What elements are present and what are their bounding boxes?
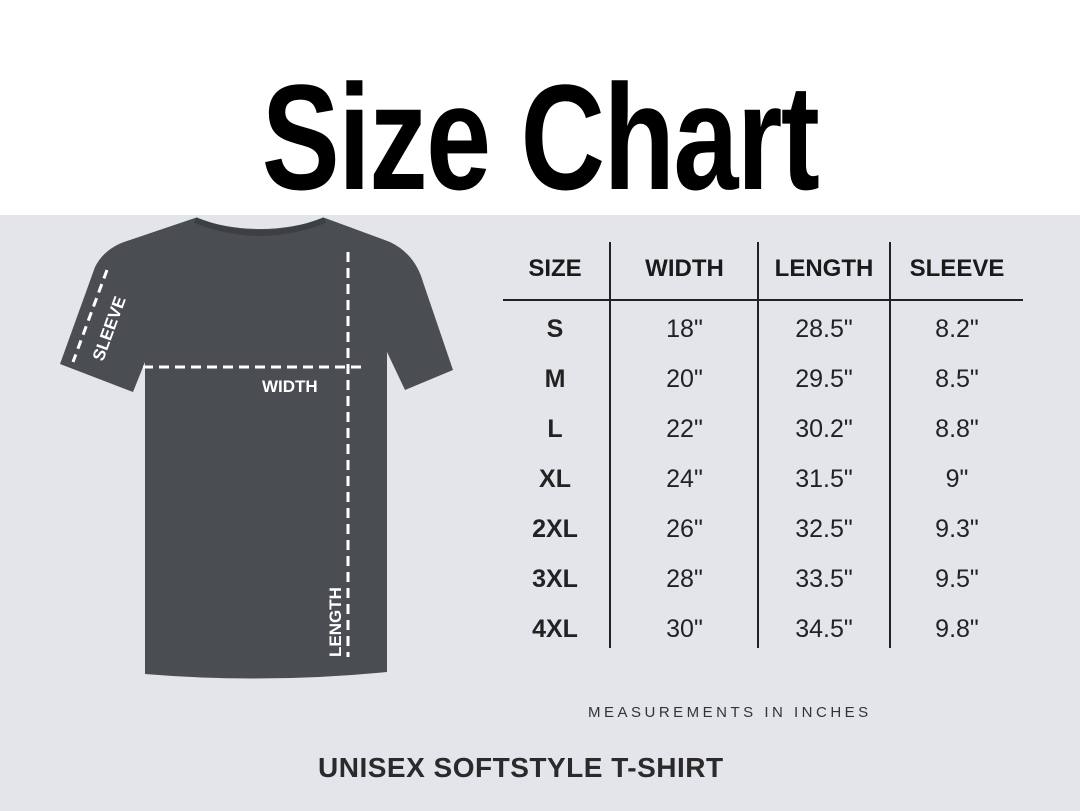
- column-header: SIZE: [528, 255, 582, 282]
- size-cell: 4XL: [532, 615, 578, 643]
- size-cell: M: [544, 365, 566, 393]
- header-divider: [503, 299, 1023, 301]
- measurement-cell: 9": [945, 465, 969, 493]
- column-divider: [757, 242, 759, 648]
- tshirt-shape: [60, 218, 453, 679]
- measurement-cell: 9.5": [935, 565, 979, 593]
- measurement-cell: 9.3": [935, 515, 979, 543]
- measurement-cell: 26": [666, 515, 703, 543]
- column-header: SLEEVE: [909, 255, 1005, 282]
- measurement-cell: 30.2": [795, 415, 853, 443]
- page-title: Size Chart: [261, 53, 820, 221]
- measurement-cell: 32.5": [795, 515, 853, 543]
- measurement-cell: 28": [666, 565, 703, 593]
- measurement-cell: 33.5": [795, 565, 853, 593]
- width-label: WIDTH: [262, 377, 318, 396]
- product-name: UNISEX SOFTSTYLE T-SHIRT: [318, 752, 724, 783]
- tshirt-diagram: SLEEVE WIDTH LENGTH: [60, 217, 453, 679]
- column-header: WIDTH: [645, 255, 724, 282]
- size-cell: 2XL: [532, 515, 578, 543]
- measurement-cell: 9.8": [935, 615, 979, 643]
- measurement-cell: 30": [666, 615, 703, 643]
- measurement-cell: 28.5": [795, 315, 853, 343]
- sleeve-arrow: [71, 269, 109, 363]
- measurement-cell: 8.8": [935, 415, 979, 443]
- length-label: LENGTH: [326, 587, 345, 657]
- measurement-cell: 8.2": [935, 315, 979, 343]
- measurement-cell: 22": [666, 415, 703, 443]
- measurement-cell: 24": [666, 465, 703, 493]
- measurement-cell: 34.5": [795, 615, 853, 643]
- measurement-cell: 18": [666, 315, 703, 343]
- size-cell: XL: [539, 465, 571, 493]
- measurement-cell: 20": [666, 365, 703, 393]
- measurement-cell: 29.5": [795, 365, 853, 393]
- size-cell: 3XL: [532, 565, 578, 593]
- column-header: LENGTH: [774, 255, 874, 282]
- measurement-cell: 31.5": [795, 465, 853, 493]
- measurement-cell: 8.5": [935, 365, 979, 393]
- size-cell: S: [546, 315, 564, 343]
- measurements-note: MEASUREMENTS IN INCHES: [588, 704, 872, 721]
- size-cell: L: [547, 415, 563, 443]
- collar: [193, 217, 327, 236]
- column-divider: [609, 242, 611, 648]
- column-divider: [889, 242, 891, 648]
